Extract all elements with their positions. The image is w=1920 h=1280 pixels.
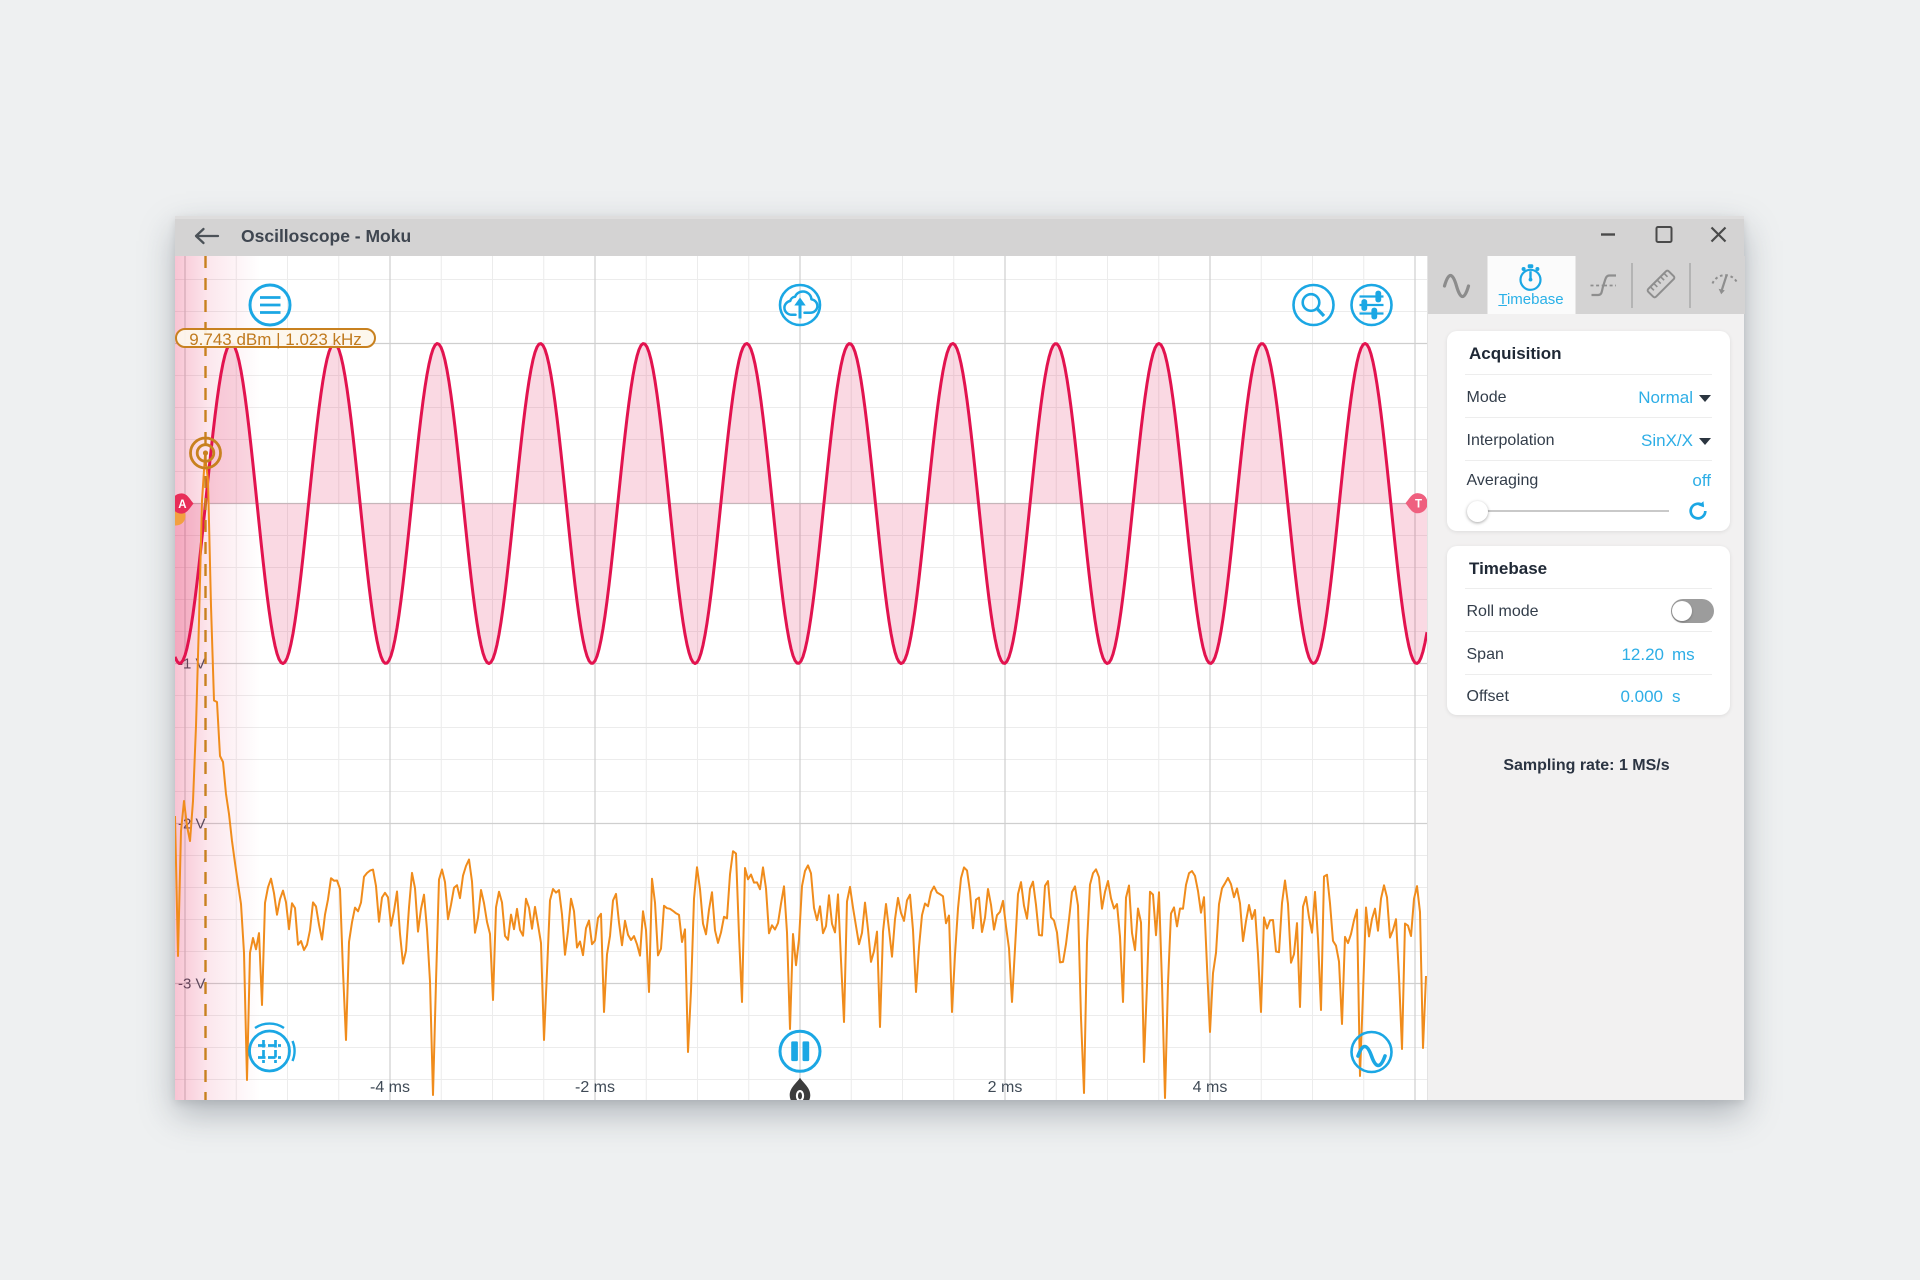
- svg-text:-2 ms: -2 ms: [575, 1079, 615, 1096]
- svg-text:4 ms: 4 ms: [1193, 1079, 1228, 1096]
- svg-text:2 ms: 2 ms: [988, 1079, 1023, 1096]
- svg-text:-4 ms: -4 ms: [370, 1079, 410, 1096]
- svg-text:T: T: [1415, 499, 1422, 511]
- svg-text:A: A: [178, 499, 186, 511]
